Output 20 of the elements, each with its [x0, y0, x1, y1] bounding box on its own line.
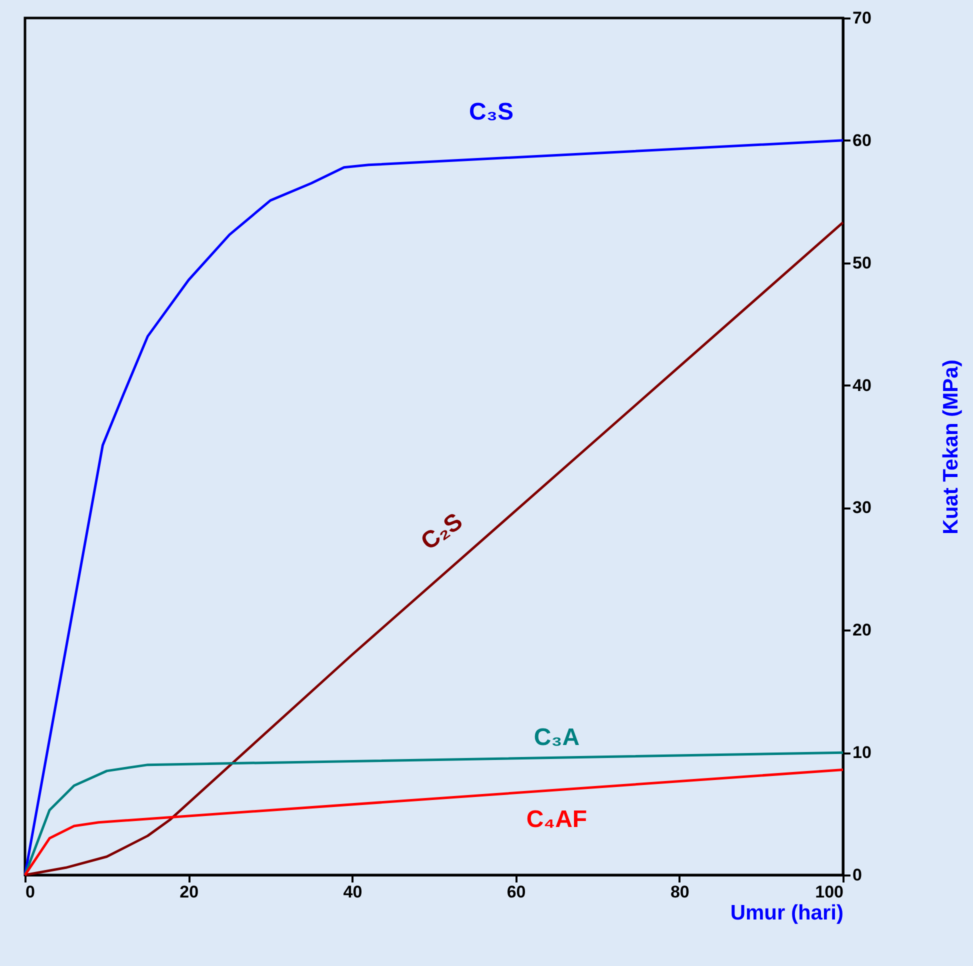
x-tick-label: 60	[506, 882, 526, 902]
y-tick-label: 30	[852, 498, 872, 518]
series-label: C₄AF	[526, 806, 588, 833]
x-tick-label: 80	[670, 882, 690, 902]
series-label: C₃S	[469, 98, 514, 126]
x-tick-label: 0	[26, 882, 35, 902]
y-tick-label: 50	[852, 253, 872, 272]
y-tick-label: 0	[852, 866, 862, 884]
y-tick-label: 70	[852, 8, 872, 28]
series-label: C₃A	[534, 724, 580, 751]
y-tick-label: 20	[852, 620, 872, 640]
x-tick-label: 40	[343, 882, 362, 902]
x-tick-label: 100	[815, 882, 844, 902]
x-axis-title: Umur (hari)	[730, 902, 844, 924]
text: C₂S	[416, 508, 468, 556]
y-tick-label: 60	[852, 130, 872, 150]
y-tick-label: 10	[852, 743, 872, 762]
y-axis-title: Kuat Tekan (MPa)	[940, 360, 962, 534]
y-tick-label: 40	[852, 376, 872, 395]
x-tick-label: 20	[180, 882, 199, 902]
